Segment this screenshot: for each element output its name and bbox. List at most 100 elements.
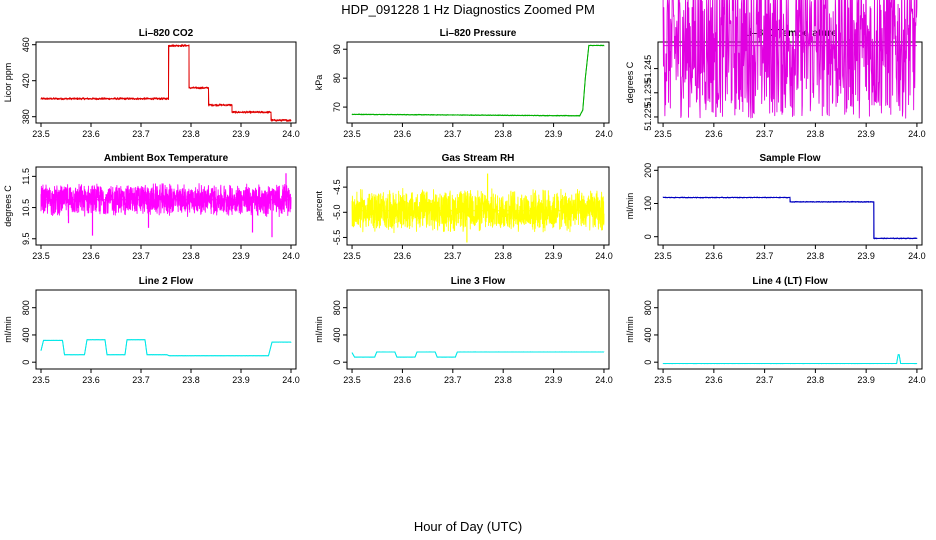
y-tick-label: 10.5	[21, 199, 31, 217]
x-tick-label: 23.6	[705, 251, 723, 261]
x-tick-label: 23.6	[82, 375, 100, 385]
plot-frame	[346, 289, 610, 370]
panel-title: Line 2 Flow	[139, 276, 194, 287]
y-tick-label: 51.235	[643, 79, 653, 107]
x-tick-label: 24.0	[908, 375, 926, 385]
x-tick-label: 23.9	[857, 129, 875, 139]
x-tick-label: 23.8	[494, 375, 512, 385]
x-tick-label: 23.8	[494, 129, 512, 139]
y-tick-label: 51.225	[643, 103, 653, 131]
x-tick-label: 23.5	[654, 251, 672, 261]
x-tick-label: 24.0	[908, 129, 926, 139]
x-tick-label: 23.5	[654, 375, 672, 385]
y-tick-label: 100	[643, 196, 653, 211]
series-line	[40, 339, 292, 357]
x-tick-label: 23.7	[132, 129, 150, 139]
x-tick-label: 24.0	[595, 375, 613, 385]
panel-2: Li–820 Pressure 23.5 23.6 23.7 23.8 23.9 24.0 7…	[314, 28, 613, 139]
x-tick-label: 23.8	[807, 251, 825, 261]
series-line-steps	[40, 339, 291, 357]
x-tick-label: 23.6	[705, 129, 723, 139]
x-tick-label: 23.6	[82, 251, 100, 261]
x-tick-label: 23.9	[545, 129, 563, 139]
x-tick-label: 23.9	[232, 251, 250, 261]
series-line-steps	[351, 351, 604, 358]
panel-title: Line 3 Flow	[451, 276, 506, 287]
plot-frame	[657, 166, 923, 246]
x-tick-label: 23.8	[182, 251, 200, 261]
panel-5: Gas Stream RH 23.5 23.6 23.7 23.8 23.9 24.0 -5.…	[314, 153, 613, 261]
panel-title: Gas Stream RH	[442, 153, 515, 164]
y-axis-label: Licor ppm	[3, 63, 13, 103]
y-tick-label: 90	[332, 44, 342, 54]
y-tick-label: -5.0	[332, 205, 342, 221]
x-tick-label: 23.6	[705, 375, 723, 385]
series-line	[662, 354, 918, 365]
series-line	[351, 187, 605, 234]
series-line-steps	[663, 197, 917, 239]
panel-3: Li–820 Temperature 23.5 23.6 23.7 23.8 23.9 24…	[625, 0, 926, 139]
y-axis-label: percent	[314, 190, 324, 221]
y-tick-label: 0	[21, 360, 31, 365]
x-tick-label: 23.6	[394, 251, 412, 261]
y-tick-label: 11.5	[21, 168, 31, 185]
plot-frame	[657, 41, 923, 124]
x-tick-label: 23.8	[807, 375, 825, 385]
y-tick-label: 9.5	[21, 233, 31, 246]
series-line-steps	[352, 44, 604, 117]
y-tick-label: 800	[332, 300, 342, 315]
y-axis-label: ml/min	[314, 316, 324, 343]
x-tick-label: 23.6	[394, 375, 412, 385]
x-tick-label: 24.0	[595, 129, 613, 139]
y-axis-label: ml/min	[625, 193, 635, 220]
x-tick-label: 24.0	[595, 251, 613, 261]
y-tick-label: 380	[21, 109, 31, 124]
series-line-steps	[41, 45, 291, 121]
x-tick-label: 23.5	[32, 251, 50, 261]
y-tick-label: 420	[21, 73, 31, 88]
y-tick-label: -4.5	[332, 179, 342, 195]
plot-frame	[35, 41, 297, 124]
panel-title: Li–820 CO2	[139, 28, 194, 39]
x-tick-label: 23.9	[545, 251, 563, 261]
x-tick-label: 23.9	[545, 375, 563, 385]
y-axis-label: ml/min	[625, 316, 635, 343]
panel-1: Li–820 CO2 23.5 23.6 23.7 23.8 23.9 24.0 380 420…	[3, 28, 300, 139]
panel-grid: Li–820 CO2 23.5 23.6 23.7 23.8 23.9 24.0 380 420…	[3, 0, 926, 385]
x-tick-label: 24.0	[282, 375, 300, 385]
plot-frame	[346, 166, 610, 246]
y-tick-label: 400	[21, 327, 31, 342]
x-tick-label: 23.6	[394, 129, 412, 139]
y-tick-label: 800	[21, 300, 31, 315]
y-tick-label: 400	[643, 327, 653, 342]
panel-8: Line 3 Flow 23.5 23.6 23.7 23.8 23.9 24.0 0 400 8…	[314, 276, 613, 385]
y-tick-label: 460	[21, 37, 31, 52]
y-axis-label: degrees C	[625, 61, 635, 103]
panel-4: Ambient Box Temperature 23.5 23.6 23.7 23.8 2…	[3, 153, 300, 261]
plot-frame	[35, 166, 297, 246]
x-tick-label: 23.9	[857, 375, 875, 385]
x-tick-label: 23.7	[132, 375, 150, 385]
series-line	[351, 351, 605, 358]
x-tick-label: 24.0	[282, 129, 300, 139]
x-tick-label: 23.9	[232, 375, 250, 385]
panel-9: Line 4 (LT) Flow 23.5 23.6 23.7 23.8 23.9 24.0…	[625, 276, 926, 385]
y-tick-label: 800	[643, 300, 653, 315]
y-tick-label: 0	[332, 360, 342, 365]
series-line	[40, 183, 292, 218]
x-tick-label: 23.5	[343, 129, 361, 139]
y-tick-label: 0	[643, 234, 653, 239]
x-tick-label: 23.7	[756, 129, 774, 139]
x-tick-label: 23.9	[232, 129, 250, 139]
y-tick-label: 200	[643, 163, 653, 178]
y-axis-label: kPa	[314, 75, 324, 91]
panel-7: Line 2 Flow 23.5 23.6 23.7 23.8 23.9 24.0 0 400 8…	[3, 276, 300, 385]
figure-xlabel: Hour of Day (UTC)	[414, 519, 522, 534]
x-tick-label: 23.7	[444, 375, 462, 385]
x-tick-label: 23.5	[32, 129, 50, 139]
x-tick-label: 23.7	[444, 251, 462, 261]
panel-title: Li–820 Temperature	[743, 28, 837, 39]
series-line	[40, 44, 292, 122]
panel-title: Li–820 Pressure	[440, 28, 517, 39]
